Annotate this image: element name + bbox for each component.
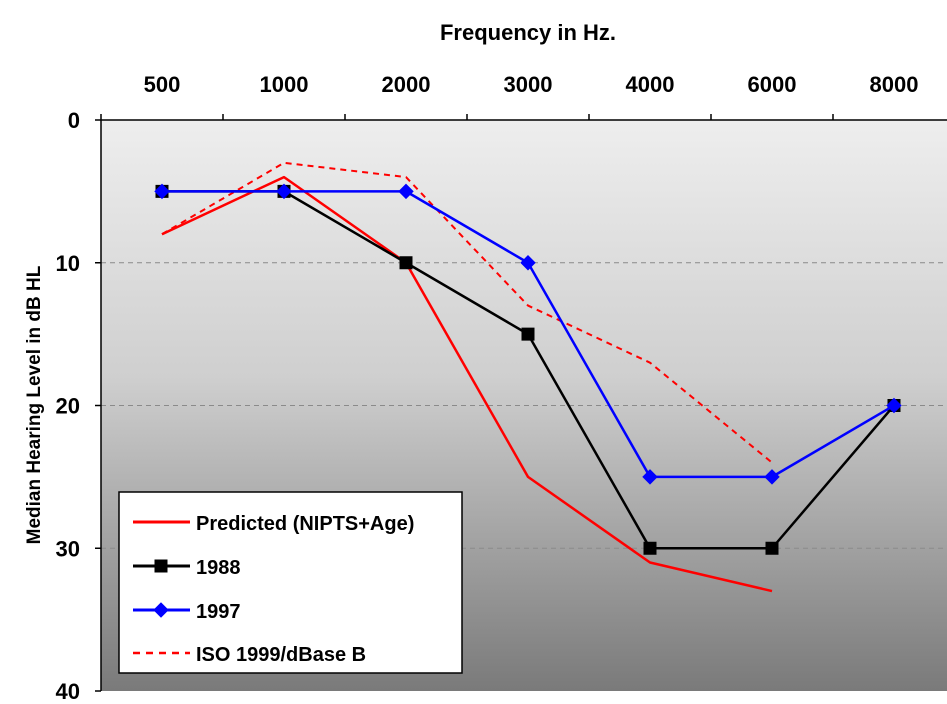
legend: Predicted (NIPTS+Age) 1988 1997 ISO 1999/dB…: [118, 491, 463, 674]
legend-label: 1988: [196, 557, 241, 579]
y-tick-label-20: 20: [56, 394, 80, 419]
y-axis-title: Median Hearing Level in dB HL: [24, 265, 45, 544]
legend-label: ISO 1999/dBase B: [196, 644, 366, 666]
y-tick-label-10: 10: [56, 251, 80, 276]
x-axis-title: Frequency in Hz.: [440, 20, 616, 45]
x-tick-label-6000: 6000: [748, 72, 797, 97]
y-tick-label-30: 30: [56, 536, 80, 561]
data-point: [276, 183, 292, 200]
y-tick-label-0: 0: [68, 108, 80, 133]
data-point: [398, 183, 414, 200]
y-tick-labels: 0 10 20 30 40: [56, 108, 80, 704]
x-tick-label-3000: 3000: [504, 72, 553, 97]
data-point: [886, 397, 902, 414]
x-tick-label-2000: 2000: [382, 72, 431, 97]
axes: [95, 114, 947, 692]
series-line: [161, 161, 773, 464]
data-point: [642, 469, 658, 485]
data-point: [520, 255, 536, 271]
legend-swatch-marker: [153, 602, 169, 618]
x-tick-label-500: 500: [144, 72, 181, 97]
series-ISO 1999/dBase B: [161, 161, 773, 464]
data-point: [643, 541, 657, 555]
x-tick-label-8000: 8000: [870, 72, 919, 97]
data-point: [764, 469, 780, 485]
series-Predicted (NIPTS+Age): [161, 175, 773, 593]
data-point: [765, 541, 779, 555]
y-tick-label-40: 40: [56, 679, 80, 704]
legend-swatch-marker: [154, 559, 168, 573]
series-line: [161, 175, 773, 593]
x-tick-label-1000: 1000: [260, 72, 309, 97]
series-1997: [154, 183, 902, 485]
legend-label: Predicted (NIPTS+Age): [196, 513, 414, 535]
x-tick-label-4000: 4000: [626, 72, 675, 97]
legend-label: 1997: [196, 601, 241, 623]
data-point: [399, 256, 413, 270]
x-tick-labels: 500 1000 2000 3000 4000 6000 8000: [144, 72, 919, 97]
data-point: [154, 183, 170, 200]
data-point: [521, 327, 535, 341]
series-group: [154, 161, 902, 593]
